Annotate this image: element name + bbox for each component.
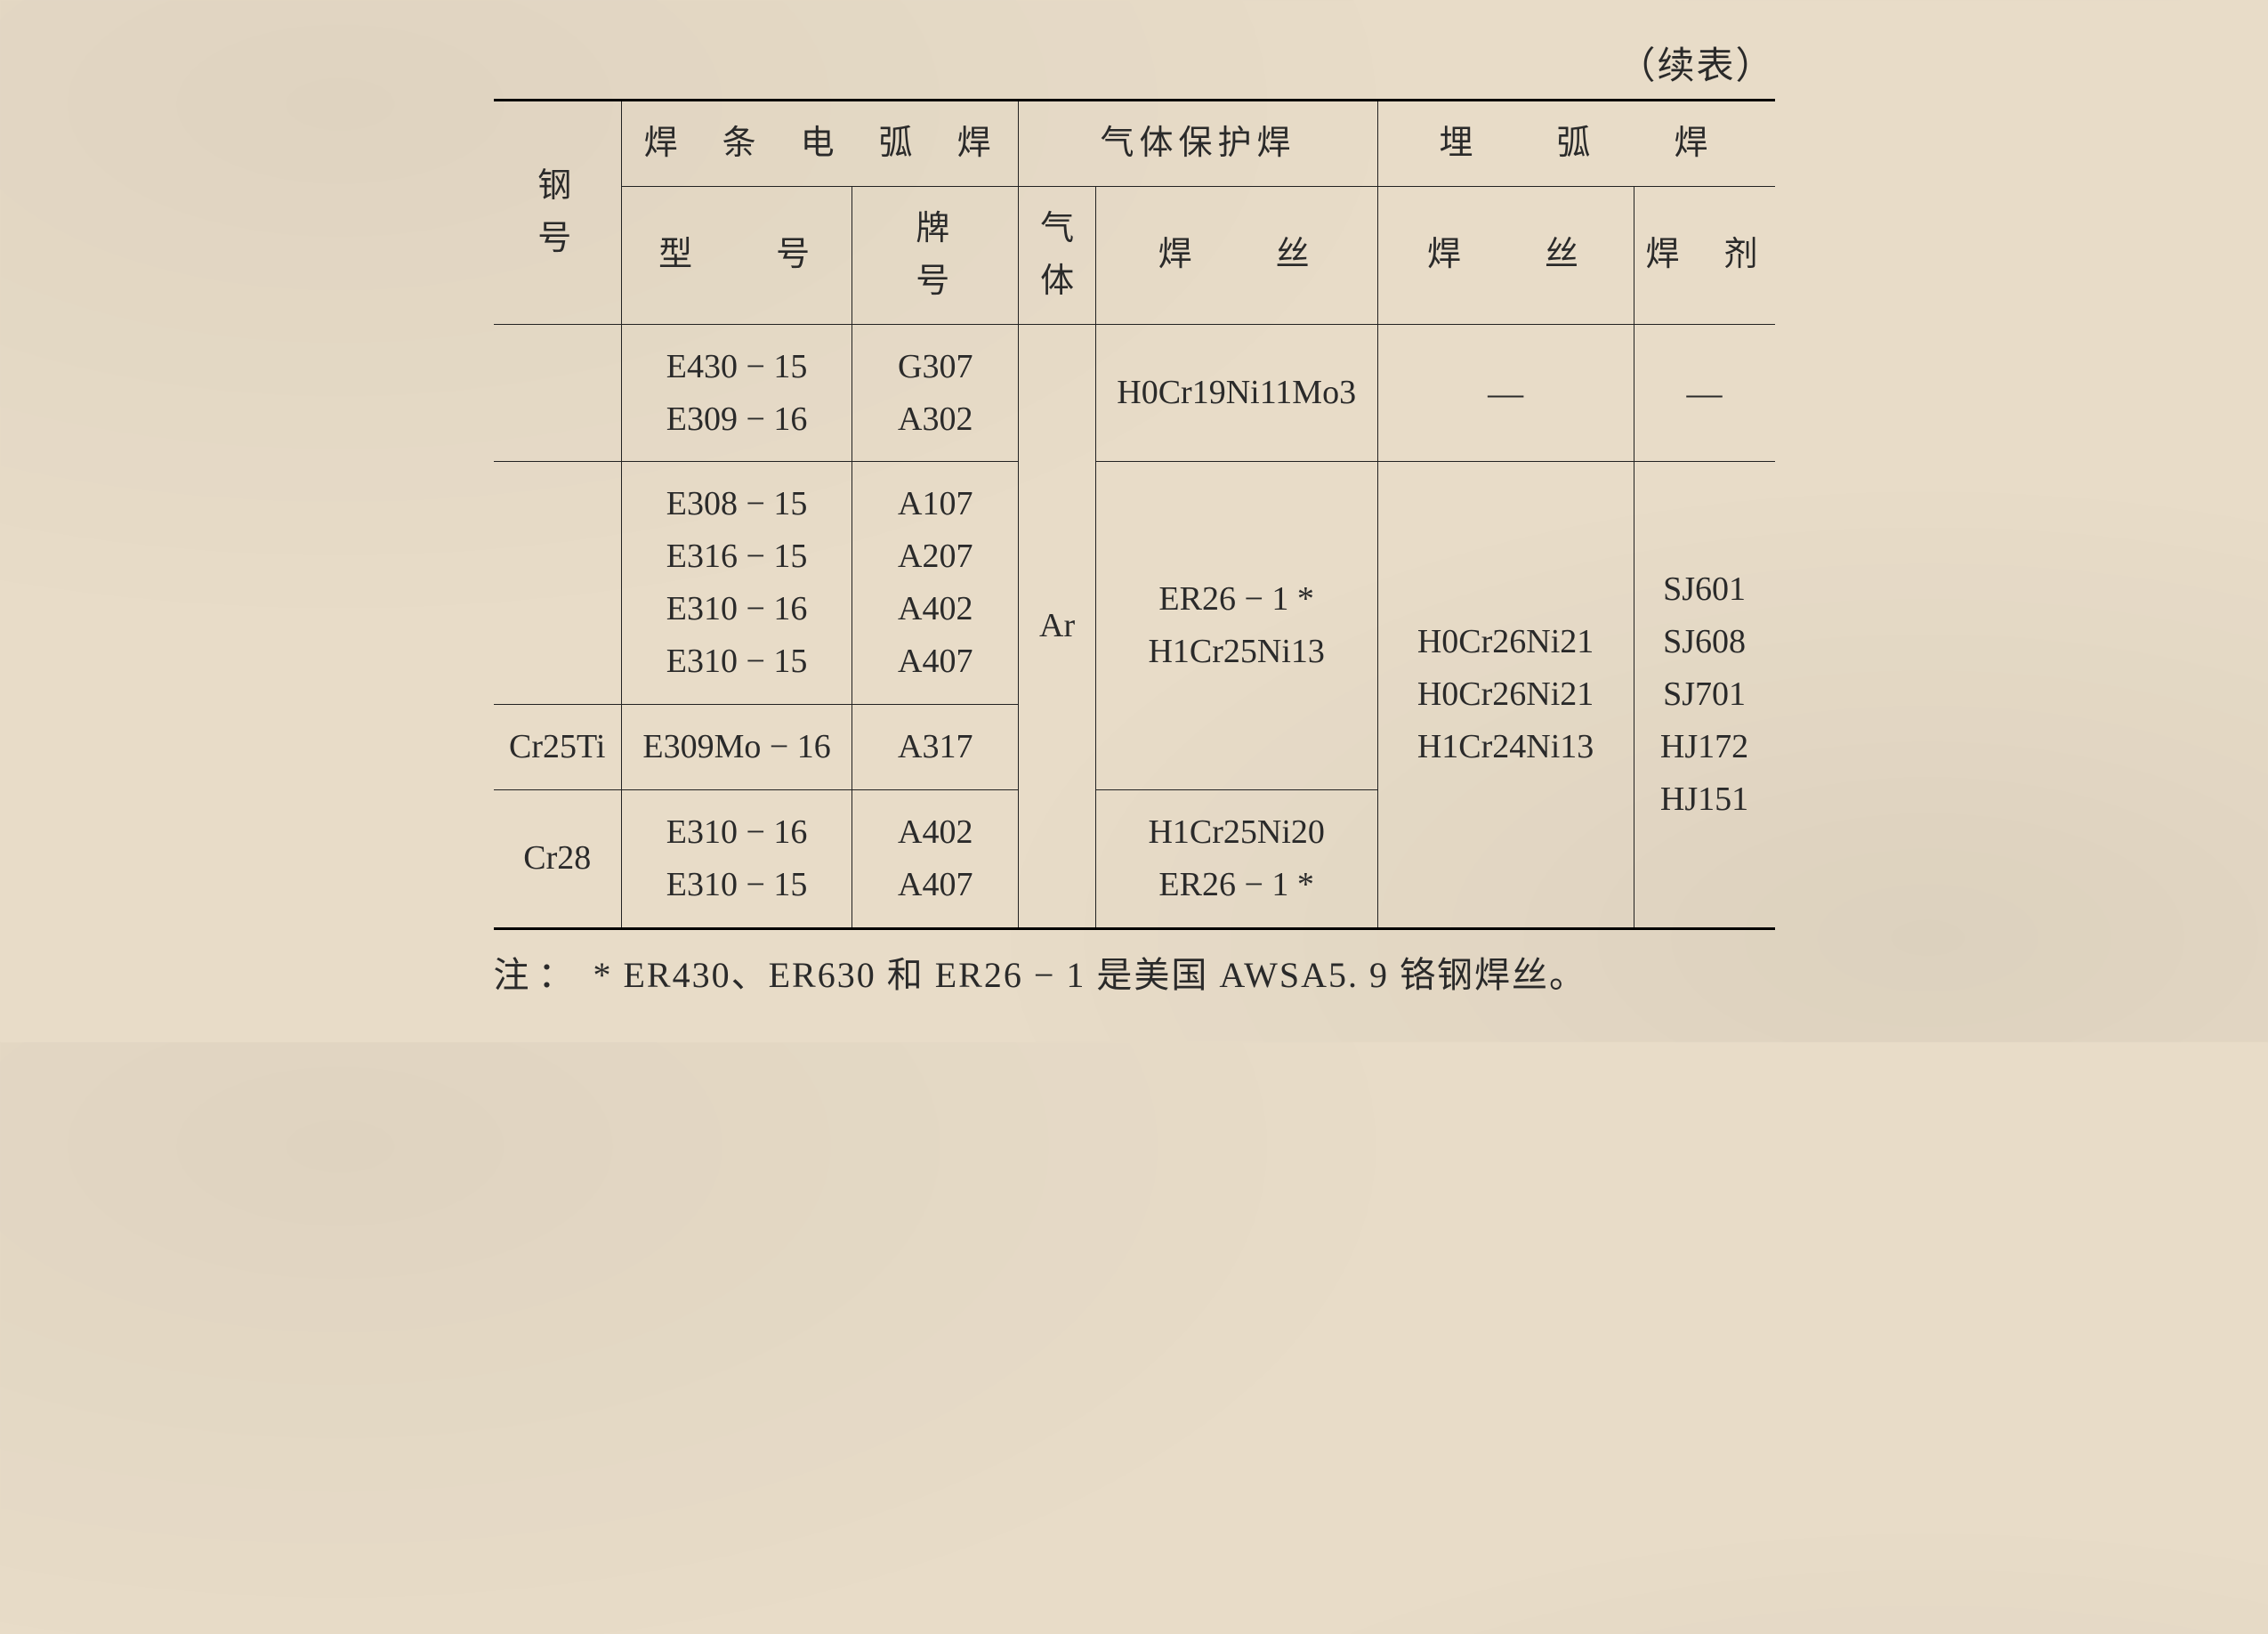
header-smaw-group: 焊 条 电 弧 焊 xyxy=(622,101,1019,187)
continuation-label: （续表） xyxy=(494,36,1775,90)
table-header: 钢 号 焊 条 电 弧 焊 气体保护焊 埋 弧 焊 型 号 牌 号 气体 焊 丝… xyxy=(494,101,1775,325)
cell-gas-wire: ER26 − 1 * H1Cr25Ni13 xyxy=(1095,462,1377,789)
header-brand: 牌 号 xyxy=(852,186,1019,324)
cell-steel-grade xyxy=(494,462,622,705)
cell-steel-grade xyxy=(494,324,622,462)
table-row: E308 − 15 E316 − 15 E310 − 16 E310 − 15 … xyxy=(494,462,1775,705)
cell-gas-wire: H1Cr25Ni20 ER26 − 1 * xyxy=(1095,789,1377,928)
cell-saw-wire: — xyxy=(1377,324,1634,462)
table-body: E430 − 15 E309 − 16 G307 A302 Ar H0Cr19N… xyxy=(494,324,1775,928)
cell-model: E309Mo − 16 xyxy=(622,705,852,790)
header-gas-wire: 焊 丝 xyxy=(1095,186,1377,324)
cell-saw-wire: H0Cr26Ni21 H0Cr26Ni21 H1Cr24Ni13 xyxy=(1377,462,1634,928)
table-row: E430 − 15 E309 − 16 G307 A302 Ar H0Cr19N… xyxy=(494,324,1775,462)
header-flux: 焊 剂 xyxy=(1634,186,1774,324)
header-saw-group: 埋 弧 焊 xyxy=(1377,101,1774,187)
cell-gas-wire: H0Cr19Ni11Mo3 xyxy=(1095,324,1377,462)
cell-brand: G307 A302 xyxy=(852,324,1019,462)
cell-model: E310 − 16 E310 − 15 xyxy=(622,789,852,928)
page-container: （续表） 钢 号 焊 条 电 弧 焊 气体保护焊 埋 弧 焊 型 号 牌 号 气… xyxy=(494,36,1775,998)
header-steel-grade: 钢 号 xyxy=(494,101,622,325)
cell-steel-grade: Cr25Ti xyxy=(494,705,622,790)
footnote-label: 注： xyxy=(494,955,583,995)
header-saw-wire: 焊 丝 xyxy=(1377,186,1634,324)
header-gas-shield-group: 气体保护焊 xyxy=(1019,101,1377,187)
cell-model: E308 − 15 E316 − 15 E310 − 16 E310 − 15 xyxy=(622,462,852,705)
cell-flux: SJ601 SJ608 SJ701 HJ172 HJ151 xyxy=(1634,462,1774,928)
cell-brand: A402 A407 xyxy=(852,789,1019,928)
cell-brand: A317 xyxy=(852,705,1019,790)
cell-flux: — xyxy=(1634,324,1774,462)
welding-materials-table: 钢 号 焊 条 电 弧 焊 气体保护焊 埋 弧 焊 型 号 牌 号 气体 焊 丝… xyxy=(494,99,1775,930)
cell-steel-grade: Cr28 xyxy=(494,789,622,928)
cell-gas: Ar xyxy=(1019,324,1095,928)
header-gas: 气体 xyxy=(1019,186,1095,324)
cell-brand: A107 A207 A402 A407 xyxy=(852,462,1019,705)
cell-model: E430 − 15 E309 − 16 xyxy=(622,324,852,462)
footnote: 注： * ER430、ER630 和 ER26 − 1 是美国 AWSA5. 9… xyxy=(494,946,1775,998)
footnote-text: * ER430、ER630 和 ER26 − 1 是美国 AWSA5. 9 铬钢… xyxy=(593,955,1586,995)
header-model: 型 号 xyxy=(622,186,852,324)
